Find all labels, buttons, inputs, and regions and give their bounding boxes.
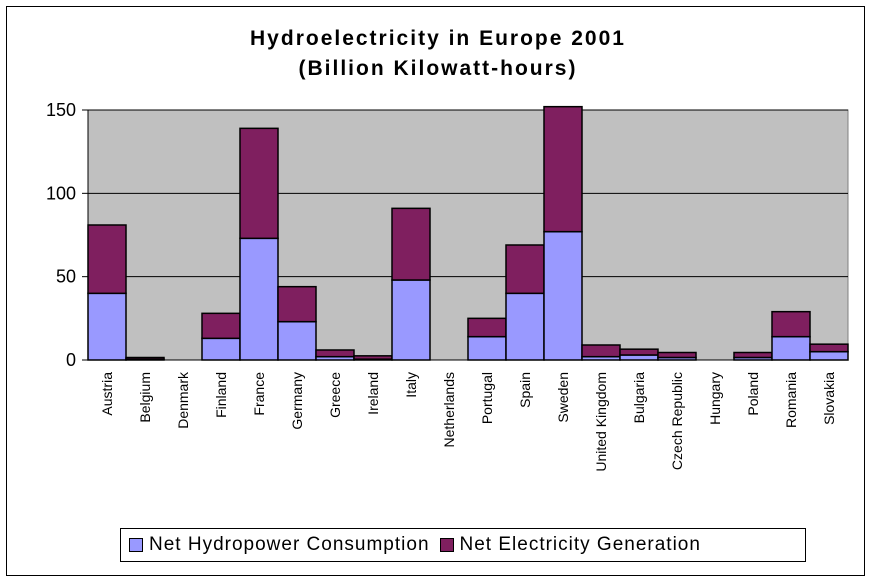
- bars: [87, 105, 849, 361]
- bar-generation: [733, 351, 773, 359]
- axes: [87, 110, 848, 361]
- chart-title-block: Hydroelectricity in Europe 2001 (Billion…: [0, 24, 876, 84]
- bar-generation: [353, 355, 393, 360]
- x-tick-label: Sweden: [555, 372, 571, 423]
- x-tick-labels: Austria Belgium Denmark Finland France German…: [99, 371, 837, 472]
- bar-consumption: [467, 335, 507, 361]
- x-tick-label: Czech Republic: [669, 372, 685, 470]
- gridlines: [82, 109, 848, 361]
- bar-generation: [505, 244, 545, 295]
- x-tick-label: France: [251, 372, 267, 416]
- y-tick-label: 150: [46, 100, 76, 120]
- bar-consumption: [543, 230, 583, 361]
- y-tick-label: 100: [46, 183, 76, 203]
- bar-consumption: [277, 320, 317, 361]
- x-tick-label: Bulgaria: [631, 372, 647, 424]
- chart-title: Hydroelectricity in Europe 2001: [250, 27, 626, 50]
- y-tick-label: 50: [56, 267, 76, 287]
- bar-generation: [391, 207, 431, 281]
- legend-item-consumption: Net Hydropower Consumption: [129, 534, 430, 556]
- bar-generation: [277, 285, 317, 323]
- bar-consumption: [809, 350, 849, 361]
- legend-swatch-consumption: [129, 538, 143, 552]
- bar-generation: [809, 343, 849, 353]
- legend-label-generation: Net Electricity Generation: [459, 534, 701, 555]
- x-tick-label: Belgium: [137, 372, 153, 423]
- y-tick-label: 0: [66, 350, 76, 370]
- bar-generation: [619, 348, 659, 356]
- bar-generation: [581, 344, 621, 358]
- bar-consumption: [239, 237, 279, 361]
- x-tick-label: Greece: [327, 372, 343, 418]
- bar-consumption: [771, 335, 811, 361]
- x-tick-label: United Kingdom: [593, 372, 609, 472]
- chart-subtitle: (Billion Kilowatt-hours): [298, 57, 578, 80]
- legend-item-generation: Net Electricity Generation: [439, 534, 701, 556]
- x-tick-label: Austria: [99, 372, 115, 416]
- x-tick-label: Finland: [213, 372, 229, 418]
- bar-generation: [315, 349, 355, 358]
- bar-consumption: [87, 292, 127, 361]
- legend: Net Hydropower Consumption Net Electrici…: [120, 528, 806, 562]
- bar-consumption: [391, 279, 431, 361]
- x-tick-label: Hungary: [707, 372, 723, 425]
- x-tick-label: Netherlands: [441, 372, 457, 448]
- x-tick-label: Slovakia: [821, 372, 837, 425]
- x-tick-label: Denmark: [175, 371, 191, 429]
- x-tick-label: Germany: [289, 372, 305, 430]
- y-tick-labels: 0 50 100 150: [46, 100, 76, 370]
- legend-label-consumption: Net Hydropower Consumption: [149, 534, 430, 555]
- bar-consumption: [201, 337, 241, 361]
- x-tick-label: Poland: [745, 372, 761, 416]
- x-tick-label: Ireland: [365, 372, 381, 415]
- x-tick-label: Romania: [783, 372, 799, 428]
- bar-generation: [467, 317, 507, 338]
- bar-generation: [543, 105, 583, 233]
- bar-consumption: [505, 292, 545, 361]
- bar-generation: [771, 310, 811, 338]
- bar-consumption: [619, 354, 659, 361]
- x-tick-label: Spain: [517, 372, 533, 408]
- bar-generation: [87, 224, 127, 295]
- x-tick-label: Portugal: [479, 372, 495, 424]
- bar-generation: [201, 312, 241, 340]
- bar-generation: [657, 351, 697, 359]
- legend-swatch-generation: [439, 538, 454, 552]
- bar-generation: [125, 356, 165, 360]
- x-tick-label: Italy: [403, 372, 419, 398]
- bar-generation: [239, 127, 279, 240]
